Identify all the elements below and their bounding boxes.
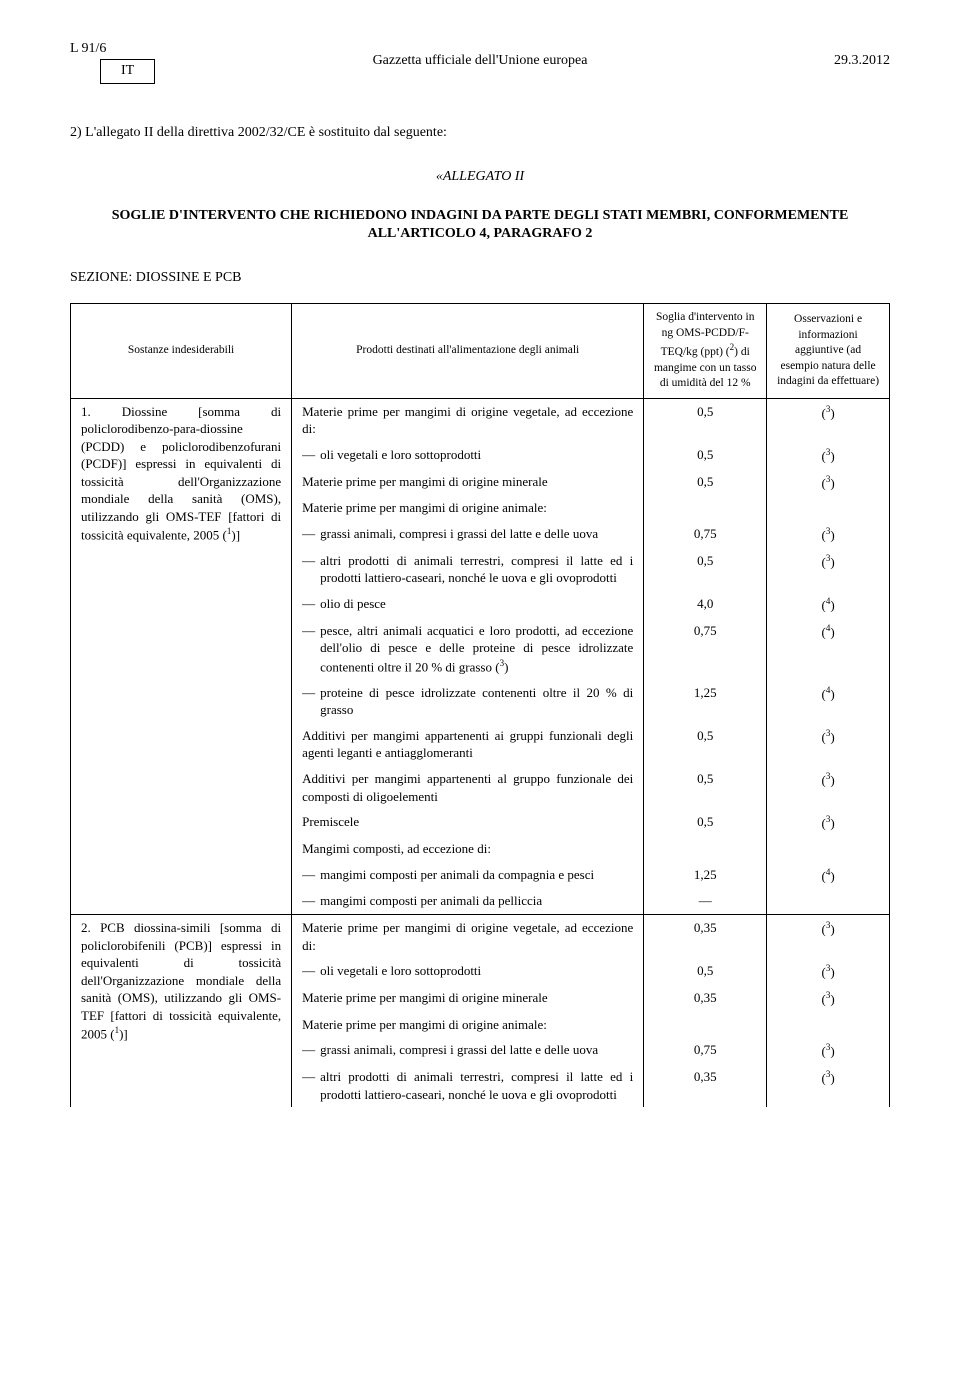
- value-cell: 0,5: [644, 548, 767, 591]
- value-cell: 0,5: [644, 723, 767, 766]
- product-cell: Materie prime per mangimi di origine veg…: [292, 914, 644, 958]
- obs-cell: (4): [767, 680, 890, 723]
- obs-cell: (4): [767, 618, 890, 680]
- value-cell: —: [644, 888, 767, 914]
- col-header-threshold: Soglia d'intervento in ng OMS-PCDD/F-TEQ…: [644, 304, 767, 398]
- obs-cell: (3): [767, 958, 890, 985]
- col-header-substance: Sostanze indesiderabili: [71, 304, 292, 398]
- product-cell: —mangimi composti per animali da compagn…: [292, 862, 644, 889]
- value-cell: 1,25: [644, 862, 767, 889]
- value-cell: 0,75: [644, 618, 767, 680]
- value-cell: 0,35: [644, 1064, 767, 1107]
- obs-cell: (3): [767, 809, 890, 836]
- value-cell: 0,5: [644, 469, 767, 496]
- value-cell: 0,5: [644, 958, 767, 985]
- obs-cell: [767, 1012, 890, 1038]
- obs-cell: (3): [767, 1037, 890, 1064]
- value-cell: [644, 1012, 767, 1038]
- obs-cell: (3): [767, 914, 890, 958]
- obs-cell: (3): [767, 1064, 890, 1107]
- product-cell: —mangimi composti per animali da pellicc…: [292, 888, 644, 914]
- value-cell: 4,0: [644, 591, 767, 618]
- product-cell: Additivi per mangimi appartenenti al gru…: [292, 766, 644, 809]
- col-header-products: Prodotti destinati all'alimentazione deg…: [292, 304, 644, 398]
- table-row: 1. Diossine [somma di policlorodibenzo-p…: [71, 398, 890, 442]
- value-cell: [644, 836, 767, 862]
- product-cell: Mangimi composti, ad eccezione di:: [292, 836, 644, 862]
- obs-cell: (3): [767, 548, 890, 591]
- obs-cell: (3): [767, 442, 890, 469]
- product-cell: Additivi per mangimi appartenenti ai gru…: [292, 723, 644, 766]
- obs-cell: [767, 495, 890, 521]
- obs-cell: (4): [767, 591, 890, 618]
- product-cell: —altri prodotti di animali terrestri, co…: [292, 1064, 644, 1107]
- clause-intro: 2) L'allegato II della direttiva 2002/32…: [70, 124, 890, 143]
- product-cell: —oli vegetali e loro sottoprodotti: [292, 958, 644, 985]
- substance-cell: 2. PCB diossina-simili [somma di policlo…: [71, 914, 292, 1107]
- table-row: 2. PCB diossina-simili [somma di policlo…: [71, 914, 890, 958]
- value-cell: 0,35: [644, 985, 767, 1012]
- product-cell: —olio di pesce: [292, 591, 644, 618]
- product-cell: —proteine di pesce idrolizzate contenent…: [292, 680, 644, 723]
- value-cell: [644, 495, 767, 521]
- obs-cell: [767, 888, 890, 914]
- page-ref: L 91/6: [70, 41, 106, 56]
- product-cell: —grassi animali, compresi i grassi del l…: [292, 521, 644, 548]
- product-cell: —altri prodotti di animali terrestri, co…: [292, 548, 644, 591]
- substance-cell: 1. Diossine [somma di policlorodibenzo-p…: [71, 398, 292, 914]
- obs-cell: (4): [767, 862, 890, 889]
- obs-cell: (3): [767, 723, 890, 766]
- allegato-label: «ALLEGATO II: [70, 168, 890, 187]
- value-cell: 0,5: [644, 442, 767, 469]
- value-cell: 1,25: [644, 680, 767, 723]
- product-cell: Materie prime per mangimi di origine veg…: [292, 398, 644, 442]
- obs-cell: [767, 836, 890, 862]
- value-cell: 0,5: [644, 398, 767, 442]
- obs-cell: (3): [767, 521, 890, 548]
- product-cell: Materie prime per mangimi di origine ani…: [292, 1012, 644, 1038]
- product-cell: —grassi animali, compresi i grassi del l…: [292, 1037, 644, 1064]
- product-cell: Materie prime per mangimi di origine min…: [292, 469, 644, 496]
- value-cell: 0,75: [644, 1037, 767, 1064]
- product-cell: —oli vegetali e loro sottoprodotti: [292, 442, 644, 469]
- page-header: L 91/6 IT Gazzetta ufficiale dell'Unione…: [70, 40, 890, 84]
- product-cell: Materie prime per mangimi di origine min…: [292, 985, 644, 1012]
- product-cell: —pesce, altri animali acquatici e loro p…: [292, 618, 644, 680]
- obs-cell: (3): [767, 469, 890, 496]
- journal-title: Gazzetta ufficiale dell'Unione europea: [170, 52, 790, 71]
- main-title: SOGLIE D'INTERVENTO CHE RICHIEDONO INDAG…: [70, 207, 890, 245]
- header-left: L 91/6 IT: [70, 40, 170, 84]
- product-cell: Premiscele: [292, 809, 644, 836]
- obs-cell: (3): [767, 398, 890, 442]
- header-date: 29.3.2012: [790, 52, 890, 71]
- obs-cell: (3): [767, 985, 890, 1012]
- product-cell: Materie prime per mangimi di origine ani…: [292, 495, 644, 521]
- col-header-observations: Osservazioni e informazioni aggiuntive (…: [767, 304, 890, 398]
- page: L 91/6 IT Gazzetta ufficiale dell'Unione…: [0, 0, 960, 1147]
- value-cell: 0,75: [644, 521, 767, 548]
- value-cell: 0,5: [644, 809, 767, 836]
- obs-cell: (3): [767, 766, 890, 809]
- value-cell: 0,35: [644, 914, 767, 958]
- lang-indicator: IT: [100, 59, 155, 84]
- data-table: Sostanze indesiderabili Prodotti destina…: [70, 303, 890, 1107]
- section-title: SEZIONE: DIOSSINE E PCB: [70, 269, 890, 288]
- value-cell: 0,5: [644, 766, 767, 809]
